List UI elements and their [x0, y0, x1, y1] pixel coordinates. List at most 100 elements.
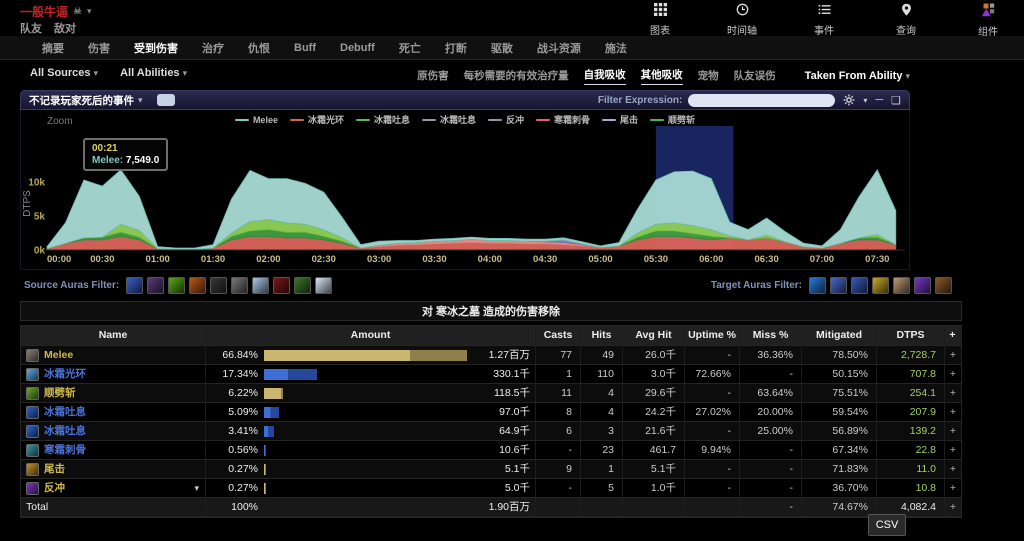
- expand-button[interactable]: +: [949, 463, 957, 475]
- report-title[interactable]: 一般牛逼: [20, 5, 69, 19]
- legend-item-1[interactable]: 冰霜光环: [289, 113, 344, 126]
- column-header-5[interactable]: Uptime %: [685, 326, 740, 345]
- tab-8[interactable]: 打断: [444, 42, 467, 55]
- ability-name-link[interactable]: Melee: [44, 349, 74, 361]
- tab-2[interactable]: 受到伤害: [134, 42, 178, 55]
- tab-1[interactable]: 伤害: [88, 42, 110, 55]
- source-aura-icon-9[interactable]: [315, 277, 333, 294]
- cell-miss: -: [740, 479, 802, 497]
- taken-from-ability-dropdown[interactable]: Taken From Ability ▾: [804, 70, 910, 82]
- deaths-filter-checkbox[interactable]: [156, 94, 175, 106]
- target-aura-icon-1[interactable]: [830, 277, 847, 294]
- source-aura-icon-4[interactable]: [210, 277, 228, 294]
- legend-item-3[interactable]: 冰霜吐息: [421, 113, 476, 126]
- tab-5[interactable]: Buff: [294, 41, 316, 54]
- source-aura-icon-1[interactable]: [147, 277, 165, 294]
- tab-10[interactable]: 战斗资源: [536, 42, 581, 55]
- view-list[interactable]: 事件: [796, 2, 852, 42]
- chevron-down-icon[interactable]: ▾: [194, 483, 199, 493]
- expand-button[interactable]: +: [949, 349, 957, 361]
- view-clock[interactable]: 时间轴: [714, 2, 770, 42]
- target-aura-icon-5[interactable]: [914, 277, 931, 294]
- tab-7[interactable]: 死亡: [398, 42, 421, 55]
- column-header-3[interactable]: Hits: [581, 326, 623, 345]
- legend-item-7[interactable]: 顺劈斩: [650, 113, 695, 126]
- csv-button[interactable]: CSV: [868, 514, 906, 536]
- filter-expression-input[interactable]: [688, 93, 836, 107]
- faction-link-0[interactable]: 队友: [20, 23, 42, 35]
- filter-option-5[interactable]: 队友误伤: [733, 69, 776, 82]
- legend-item-0[interactable]: Melee: [234, 113, 278, 126]
- tab-11[interactable]: 施法: [604, 42, 627, 55]
- chevron-down-icon[interactable]: ▾: [863, 95, 868, 105]
- column-header-6[interactable]: Miss %: [740, 326, 802, 345]
- legend-item-5[interactable]: 寒霜刺骨: [536, 113, 590, 126]
- maximize-icon[interactable]: ❏: [891, 94, 901, 107]
- target-aura-icon-3[interactable]: [872, 277, 889, 294]
- ability-name-link[interactable]: 冰霜吐息: [44, 425, 86, 437]
- expand-button[interactable]: +: [949, 406, 957, 418]
- column-header-2[interactable]: Casts: [536, 326, 581, 345]
- abilities-dropdown[interactable]: All Abilities ▾: [120, 67, 188, 79]
- minimize-icon[interactable]: ─: [875, 94, 884, 106]
- column-header-9[interactable]: +: [945, 326, 961, 345]
- amount-value: 5.0千: [504, 482, 530, 494]
- tab-9[interactable]: 驱散: [490, 42, 513, 55]
- source-aura-icon-6[interactable]: [252, 277, 270, 294]
- dtps-graph[interactable]: Melee 冰霜光环 冰霜吐息 冰霜吐息 反冲 寒霜刺骨 尾击 顺劈斩 Zoom DTPS 1…: [20, 110, 910, 270]
- filter-option-4[interactable]: 宠物: [697, 69, 719, 82]
- amount-bar: [264, 406, 280, 418]
- target-aura-icon-0[interactable]: [809, 277, 826, 294]
- expand-button[interactable]: +: [949, 368, 957, 380]
- filter-option-3[interactable]: 其他吸收: [640, 67, 683, 85]
- target-aura-icon-6[interactable]: [935, 277, 952, 294]
- source-aura-icon-3[interactable]: [189, 277, 207, 294]
- view-blocks[interactable]: 组件: [960, 2, 1016, 42]
- ability-name-link[interactable]: 顺劈斩: [44, 387, 76, 399]
- ability-name-link[interactable]: 冰霜光环: [44, 368, 86, 380]
- column-header-8[interactable]: DTPS: [877, 326, 945, 345]
- source-aura-icon-0[interactable]: [126, 277, 144, 294]
- amount-bar-track: [264, 368, 466, 380]
- target-aura-icon-2[interactable]: [851, 277, 868, 294]
- view-label: 事件: [814, 26, 834, 37]
- tab-6[interactable]: Debuff: [340, 41, 375, 54]
- column-header-4[interactable]: Avg Hit: [623, 326, 685, 345]
- report-caret-icon[interactable]: ▾: [86, 6, 92, 16]
- legend-item-6[interactable]: 尾击: [602, 113, 638, 126]
- legend-swatch: [602, 118, 617, 121]
- expand-button[interactable]: +: [949, 501, 957, 513]
- source-aura-icon-8[interactable]: [294, 277, 312, 294]
- ability-name-link[interactable]: 尾击: [44, 463, 65, 475]
- faction-link-1[interactable]: 敌对: [54, 23, 76, 35]
- source-aura-icon-2[interactable]: [168, 277, 186, 294]
- ability-name-link[interactable]: 冰霜吐息: [44, 406, 86, 418]
- source-aura-icon-7[interactable]: [273, 277, 291, 294]
- ability-name-link[interactable]: 寒霜刺骨: [44, 444, 86, 456]
- expand-button[interactable]: +: [949, 482, 957, 494]
- expand-button[interactable]: +: [949, 425, 957, 437]
- target-aura-icon-4[interactable]: [893, 277, 910, 294]
- gear-icon[interactable]: [843, 94, 855, 106]
- ability-name-link[interactable]: 反冲: [44, 482, 65, 494]
- filter-option-2[interactable]: 自我吸收: [583, 67, 626, 85]
- filter-option-0[interactable]: 原伤害: [417, 69, 449, 82]
- tab-3[interactable]: 治疗: [202, 42, 224, 55]
- cell-amount: 66.84% 1.27百万: [206, 346, 536, 364]
- expand-button[interactable]: +: [949, 444, 957, 456]
- sources-dropdown[interactable]: All Sources ▾: [30, 67, 99, 79]
- filter-row: All Sources ▾ All Abilities ▾ 原伤害 每秒需要的有效治疗…: [0, 61, 1024, 89]
- column-header-1[interactable]: Amount: [206, 326, 536, 345]
- filter-option-1[interactable]: 每秒需要的有效治疗量: [463, 69, 569, 82]
- legend-item-2[interactable]: 冰霜吐息: [355, 113, 410, 126]
- column-header-0[interactable]: Name: [21, 326, 206, 345]
- view-pin[interactable]: 查询: [878, 2, 934, 42]
- tab-4[interactable]: 仇恨: [248, 42, 270, 55]
- graph-filter-title[interactable]: 不记录玩家死后的事件: [29, 94, 134, 107]
- legend-item-4[interactable]: 反冲: [488, 113, 524, 126]
- column-header-7[interactable]: Mitigated: [802, 326, 877, 345]
- tab-0[interactable]: 摘要: [42, 42, 64, 55]
- source-aura-icon-5[interactable]: [231, 277, 249, 294]
- expand-button[interactable]: +: [949, 387, 957, 399]
